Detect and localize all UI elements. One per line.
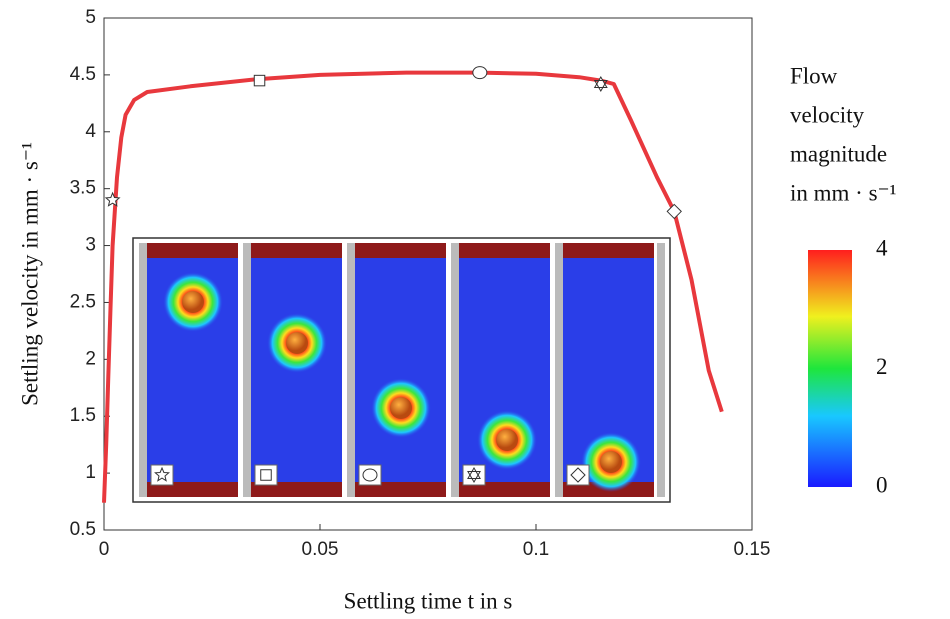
panel-wall bbox=[243, 243, 251, 497]
y-tick-label: 3 bbox=[85, 235, 96, 256]
sphere bbox=[496, 429, 518, 451]
marker bbox=[154, 466, 170, 482]
y-axis-label: Settling velocity in mm · s⁻¹ bbox=[17, 142, 42, 406]
panel-wall bbox=[555, 243, 563, 497]
y-tick-label: 2.5 bbox=[70, 291, 96, 312]
panel-bottom bbox=[355, 482, 446, 497]
marker bbox=[253, 74, 266, 87]
marker bbox=[260, 469, 272, 481]
y-tick-label: 4.5 bbox=[70, 64, 96, 85]
y-tick-label: 1.5 bbox=[70, 405, 96, 426]
panel-wall bbox=[451, 243, 459, 497]
colorbar-tick-label: 0 bbox=[876, 472, 888, 497]
panel-bottom bbox=[147, 482, 238, 497]
x-tick-label: 0.05 bbox=[302, 539, 339, 560]
marker-part bbox=[593, 80, 608, 92]
x-tick-label: 0.1 bbox=[523, 539, 549, 560]
panel-top bbox=[147, 243, 238, 258]
colorbar bbox=[808, 250, 852, 487]
colorbar-title: velocity bbox=[790, 102, 865, 127]
panel-top bbox=[251, 243, 342, 258]
y-tick-label: 4 bbox=[85, 121, 96, 142]
panel-bottom bbox=[459, 482, 550, 497]
panel-top bbox=[563, 243, 654, 258]
y-tick-label: 1 bbox=[85, 462, 96, 483]
data-line bbox=[102, 70, 724, 503]
colorbar-title: magnitude bbox=[790, 141, 887, 166]
x-axis-label: Settling time t in s bbox=[344, 588, 513, 613]
marker bbox=[593, 76, 608, 92]
panel-top bbox=[355, 243, 446, 258]
marker-part bbox=[467, 471, 481, 483]
colorbar-tick-label: 2 bbox=[876, 354, 888, 379]
sphere bbox=[600, 451, 622, 473]
sphere bbox=[390, 397, 412, 419]
y-tick-label: 2 bbox=[85, 348, 96, 369]
marker bbox=[467, 467, 481, 483]
marker bbox=[472, 66, 488, 80]
sphere bbox=[286, 332, 308, 354]
plot-frame bbox=[103, 17, 753, 531]
colorbar-title: in mm · s⁻¹ bbox=[790, 180, 897, 205]
y-tick-label: 3.5 bbox=[70, 178, 96, 199]
panel-wall bbox=[139, 243, 147, 497]
marker bbox=[570, 467, 586, 483]
colorbar-title: Flow bbox=[790, 63, 838, 88]
x-tick-label: 0.15 bbox=[734, 539, 771, 560]
panel-wall bbox=[657, 243, 665, 497]
panel-wall bbox=[347, 243, 355, 497]
panel-top bbox=[459, 243, 550, 258]
y-tick-label: 0.5 bbox=[70, 519, 96, 540]
colorbar-tick-label: 4 bbox=[876, 235, 888, 260]
y-tick-label: 5 bbox=[85, 7, 96, 28]
marker bbox=[104, 191, 121, 207]
marker bbox=[362, 468, 378, 482]
simulation-inset bbox=[132, 237, 671, 503]
panel-bottom bbox=[251, 482, 342, 497]
marker bbox=[666, 203, 682, 220]
sphere bbox=[182, 291, 204, 313]
panel-fluid bbox=[355, 243, 446, 497]
x-tick-label: 0 bbox=[99, 539, 110, 560]
